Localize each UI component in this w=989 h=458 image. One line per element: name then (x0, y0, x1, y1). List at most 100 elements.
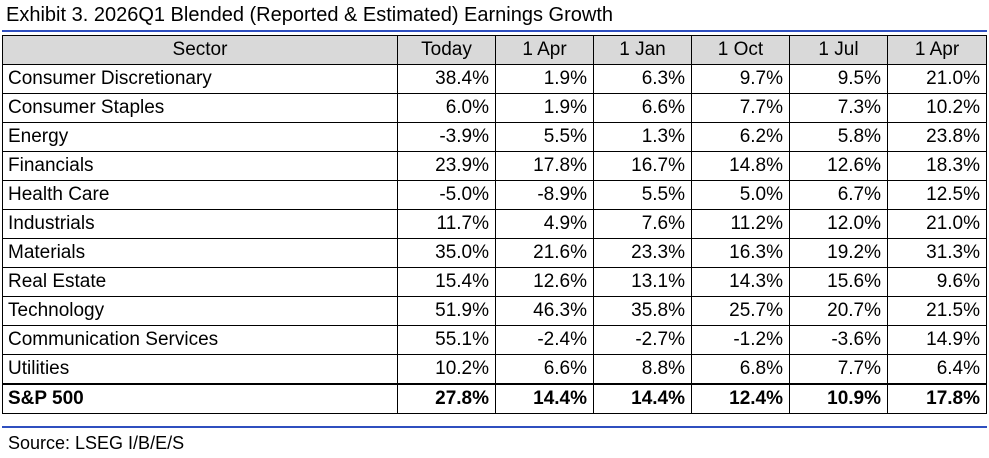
header-1-apr-prior: 1 Apr (887, 35, 987, 65)
value-cell: 20.7% (789, 296, 888, 326)
value-cell: 23.8% (887, 122, 987, 152)
value-cell: 21.0% (887, 209, 987, 239)
value-cell: 6.7% (789, 180, 888, 210)
header-1-oct: 1 Oct (691, 35, 790, 65)
value-cell: 12.6% (495, 267, 594, 297)
value-cell: 11.7% (397, 209, 496, 239)
sector-cell: Industrials (2, 209, 398, 239)
exhibit-title: Exhibit 3. 2026Q1 Blended (Reported & Es… (6, 4, 613, 26)
value-cell: 35.8% (593, 296, 692, 326)
value-cell: -1.2% (691, 325, 790, 355)
value-cell: 38.4% (397, 64, 496, 94)
bottom-rule (2, 426, 987, 428)
value-cell: 6.4% (887, 354, 987, 385)
value-cell: 9.7% (691, 64, 790, 94)
header-1-apr: 1 Apr (495, 35, 594, 65)
value-cell: 8.8% (593, 354, 692, 385)
value-cell: 14.9% (887, 325, 987, 355)
value-cell: 13.1% (593, 267, 692, 297)
value-cell: 6.6% (495, 354, 594, 385)
value-cell: -5.0% (397, 180, 496, 210)
value-cell: 16.3% (691, 238, 790, 268)
value-cell: 7.3% (789, 93, 888, 123)
value-cell: 14.4% (495, 383, 594, 414)
table-row: Health Care -5.0% -8.9% 5.5% 5.0% 6.7% 12.5% (2, 180, 987, 210)
value-cell: 16.7% (593, 151, 692, 181)
value-cell: -8.9% (495, 180, 594, 210)
value-cell: 18.3% (887, 151, 987, 181)
value-cell: -3.6% (789, 325, 888, 355)
header-1-jan: 1 Jan (593, 35, 692, 65)
value-cell: 7.7% (691, 93, 790, 123)
table-row: Industrials 11.7% 4.9% 7.6% 11.2% 12.0% 21.0% (2, 209, 987, 239)
source-note: Source: LSEG I/B/E/S (8, 433, 185, 453)
value-cell: 5.5% (593, 180, 692, 210)
value-cell: 11.2% (691, 209, 790, 239)
table-row: Energy -3.9% 5.5% 1.3% 6.2% 5.8% 23.8% (2, 122, 987, 152)
value-cell: 10.2% (397, 354, 496, 385)
value-cell: 12.6% (789, 151, 888, 181)
value-cell: 55.1% (397, 325, 496, 355)
value-cell: 7.6% (593, 209, 692, 239)
value-cell: 17.8% (887, 383, 987, 414)
header-row: Sector Today 1 Apr 1 Jan 1 Oct 1 Jul 1 A… (2, 35, 987, 65)
value-cell: 4.9% (495, 209, 594, 239)
value-cell: 9.5% (789, 64, 888, 94)
value-cell: 10.2% (887, 93, 987, 123)
value-cell: 19.2% (789, 238, 888, 268)
top-rule (2, 30, 987, 32)
sector-cell: Health Care (2, 180, 398, 210)
table-row: Real Estate 15.4% 12.6% 13.1% 14.3% 15.6% 9.6% (2, 267, 987, 297)
value-cell: 14.4% (593, 383, 692, 414)
value-cell: 1.9% (495, 64, 594, 94)
value-cell: -3.9% (397, 122, 496, 152)
earnings-growth-table: Sector Today 1 Apr 1 Jan 1 Oct 1 Jul 1 A… (2, 35, 987, 414)
header-1-jul: 1 Jul (789, 35, 888, 65)
sector-cell: Materials (2, 238, 398, 268)
value-cell: 14.8% (691, 151, 790, 181)
value-cell: 7.7% (789, 354, 888, 385)
sector-cell: Utilities (2, 354, 398, 385)
value-cell: 35.0% (397, 238, 496, 268)
value-cell: 27.8% (397, 383, 496, 414)
sector-cell: Real Estate (2, 267, 398, 297)
value-cell: 6.8% (691, 354, 790, 385)
value-cell: 1.3% (593, 122, 692, 152)
sector-cell: Energy (2, 122, 398, 152)
value-cell: 23.9% (397, 151, 496, 181)
sector-cell: Communication Services (2, 325, 398, 355)
sector-cell: Technology (2, 296, 398, 326)
value-cell: 17.8% (495, 151, 594, 181)
header-today: Today (397, 35, 496, 65)
value-cell: 51.9% (397, 296, 496, 326)
value-cell: 46.3% (495, 296, 594, 326)
value-cell: 6.0% (397, 93, 496, 123)
table-row: Technology 51.9% 46.3% 35.8% 25.7% 20.7% 21.5% (2, 296, 987, 326)
sector-cell: Consumer Discretionary (2, 64, 398, 94)
value-cell: 15.4% (397, 267, 496, 297)
value-cell: -2.7% (593, 325, 692, 355)
value-cell: 12.5% (887, 180, 987, 210)
value-cell: -2.4% (495, 325, 594, 355)
table-row: Utilities 10.2% 6.6% 8.8% 6.8% 7.7% 6.4% (2, 354, 987, 385)
value-cell: 31.3% (887, 238, 987, 268)
value-cell: 10.9% (789, 383, 888, 414)
value-cell: 5.5% (495, 122, 594, 152)
value-cell: 21.6% (495, 238, 594, 268)
value-cell: 6.2% (691, 122, 790, 152)
value-cell: 5.8% (789, 122, 888, 152)
table-row: Consumer Staples 6.0% 1.9% 6.6% 7.7% 7.3% 10.2… (2, 93, 987, 123)
sector-cell: S&P 500 (2, 383, 398, 414)
table-row: Communication Services 55.1% -2.4% -2.7% -1.… (2, 325, 987, 355)
total-row: S&P 500 27.8% 14.4% 14.4% 12.4% 10.9% 17.8% (2, 383, 987, 414)
value-cell: 6.3% (593, 64, 692, 94)
value-cell: 23.3% (593, 238, 692, 268)
table-row: Materials 35.0% 21.6% 23.3% 16.3% 19.2% 31.3% (2, 238, 987, 268)
value-cell: 5.0% (691, 180, 790, 210)
value-cell: 6.6% (593, 93, 692, 123)
value-cell: 12.0% (789, 209, 888, 239)
value-cell: 25.7% (691, 296, 790, 326)
value-cell: 9.6% (887, 267, 987, 297)
value-cell: 12.4% (691, 383, 790, 414)
value-cell: 1.9% (495, 93, 594, 123)
